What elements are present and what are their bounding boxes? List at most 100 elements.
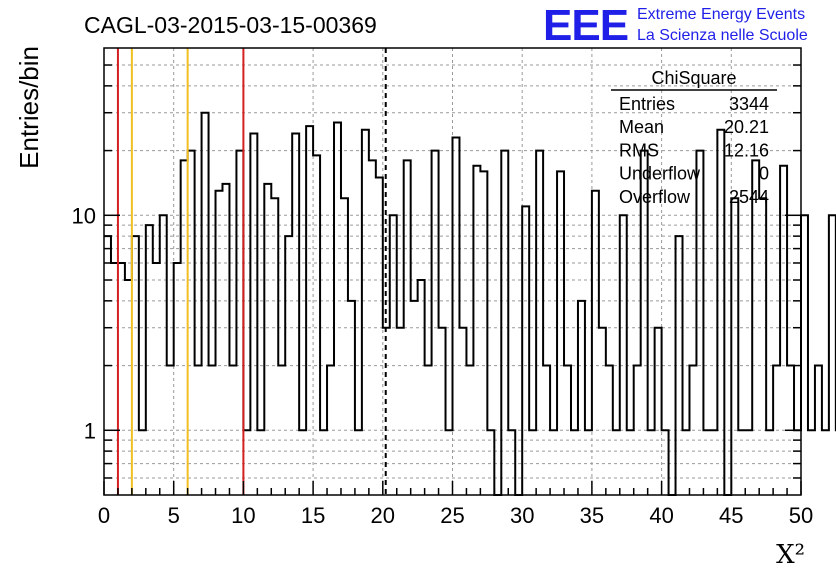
histogram-bin (773, 366, 780, 495)
histogram-bin (174, 263, 181, 495)
histogram-bin (599, 328, 606, 495)
histogram-bin (501, 151, 508, 495)
histogram-outline (104, 111, 836, 496)
histogram-bin (195, 366, 202, 495)
histogram-bin (411, 301, 418, 495)
histogram-bins (104, 113, 836, 495)
histogram-bin (543, 366, 550, 495)
histogram-bin (606, 366, 613, 495)
histogram-bin (571, 430, 578, 495)
histogram-bin (229, 366, 236, 495)
x-tick-label: 20 (371, 503, 395, 528)
stats-box: ChiSquare Entries 3344 Mean 20.21 RMS 12.16 Un… (611, 68, 777, 207)
x-axis-ticks: 0 5 10 15 20 25 30 35 40 45 50 (98, 481, 813, 528)
x-tick-label: 25 (440, 503, 464, 528)
histogram-bin (278, 366, 285, 495)
histogram-bin (160, 215, 167, 495)
stats-value: 3344 (729, 94, 769, 114)
histogram-bin (348, 301, 355, 495)
marker-lines (116, 48, 387, 495)
histogram-bin (662, 430, 669, 495)
histogram-bin (341, 198, 348, 495)
y-tick-label: 10 (72, 203, 96, 228)
histogram-bin (613, 430, 620, 495)
histogram-bin (181, 160, 188, 495)
x-tick-label: 40 (649, 503, 673, 528)
histogram-bin (522, 206, 529, 495)
histogram-bin (585, 430, 592, 495)
histogram-bin (564, 366, 571, 495)
histogram-bin (306, 126, 313, 495)
x-tick-label: 30 (510, 503, 534, 528)
histogram-bin (466, 366, 473, 495)
stats-title: ChiSquare (651, 68, 736, 88)
histogram-bin (655, 328, 662, 495)
x-tick-label: 0 (98, 503, 110, 528)
histogram-bin (327, 366, 334, 495)
histogram-bin (209, 366, 216, 495)
histogram-bin (397, 328, 404, 495)
histogram-bin (683, 430, 690, 495)
logo-mark: EEE (543, 1, 628, 50)
histogram-bin (459, 328, 466, 495)
y-tick-label: 1 (84, 418, 96, 443)
histogram-bin (425, 366, 432, 495)
histogram-bin (390, 215, 397, 495)
histogram-bin (766, 430, 773, 495)
histogram-bin (222, 184, 229, 495)
x-tick-label: 45 (719, 503, 743, 528)
histogram-bin (355, 430, 362, 495)
histogram-bin (167, 366, 174, 495)
histogram-bin (822, 430, 829, 495)
histogram-bin (689, 366, 696, 495)
histogram-bin (236, 151, 243, 495)
x-axis-label: X² (776, 540, 805, 570)
histogram-bin (578, 301, 585, 495)
x-tick-label: 50 (789, 503, 813, 528)
stats-label: RMS (619, 140, 659, 160)
histogram-bin (334, 123, 341, 495)
stats-label: Overflow (619, 187, 691, 207)
histogram-bin (264, 184, 271, 495)
x-tick-label: 5 (168, 503, 180, 528)
histogram-bin (829, 215, 836, 495)
histogram-bin (703, 430, 710, 495)
histogram-bin (362, 130, 369, 495)
histogram-bin (153, 263, 160, 495)
histogram-bin (557, 171, 564, 495)
histogram-bin (432, 151, 439, 495)
histogram-bin (480, 171, 487, 495)
histogram-bin (132, 236, 139, 495)
histogram-bin (592, 191, 599, 495)
eee-logo: EEE Extreme Energy Events La Scienza nel… (543, 1, 808, 50)
histogram-bin (111, 263, 118, 495)
stats-label: Entries (619, 94, 675, 114)
histogram-bin (620, 215, 627, 495)
histogram-bin (710, 430, 717, 495)
histogram-bin (369, 160, 376, 495)
stats-value: 0 (759, 164, 769, 184)
histogram-bin (815, 366, 822, 495)
stats-label: Mean (619, 117, 664, 137)
histogram-bin (439, 328, 446, 495)
histogram-bin (731, 198, 738, 495)
histogram-bin (285, 236, 292, 495)
stats-value: 20.21 (724, 117, 769, 137)
x-tick-label: 10 (231, 503, 255, 528)
histogram-bin (676, 236, 683, 495)
histogram-bin (529, 430, 536, 495)
histogram-bin (271, 198, 278, 495)
y-axis-label: Entries/bin (14, 46, 44, 169)
stats-value: 12.16 (724, 140, 769, 160)
histogram-bin (487, 430, 494, 495)
stats-label: Underflow (619, 164, 701, 184)
histogram-bin (745, 430, 752, 495)
histogram-bin (446, 430, 453, 495)
histogram-bin (696, 151, 703, 495)
histogram-bin (376, 177, 383, 495)
stats-value: 2544 (729, 187, 769, 207)
histogram-bin (634, 366, 641, 495)
histogram-bin (473, 166, 480, 495)
y-axis-ticks: 1 10 (72, 64, 801, 479)
x-tick-label: 15 (301, 503, 325, 528)
